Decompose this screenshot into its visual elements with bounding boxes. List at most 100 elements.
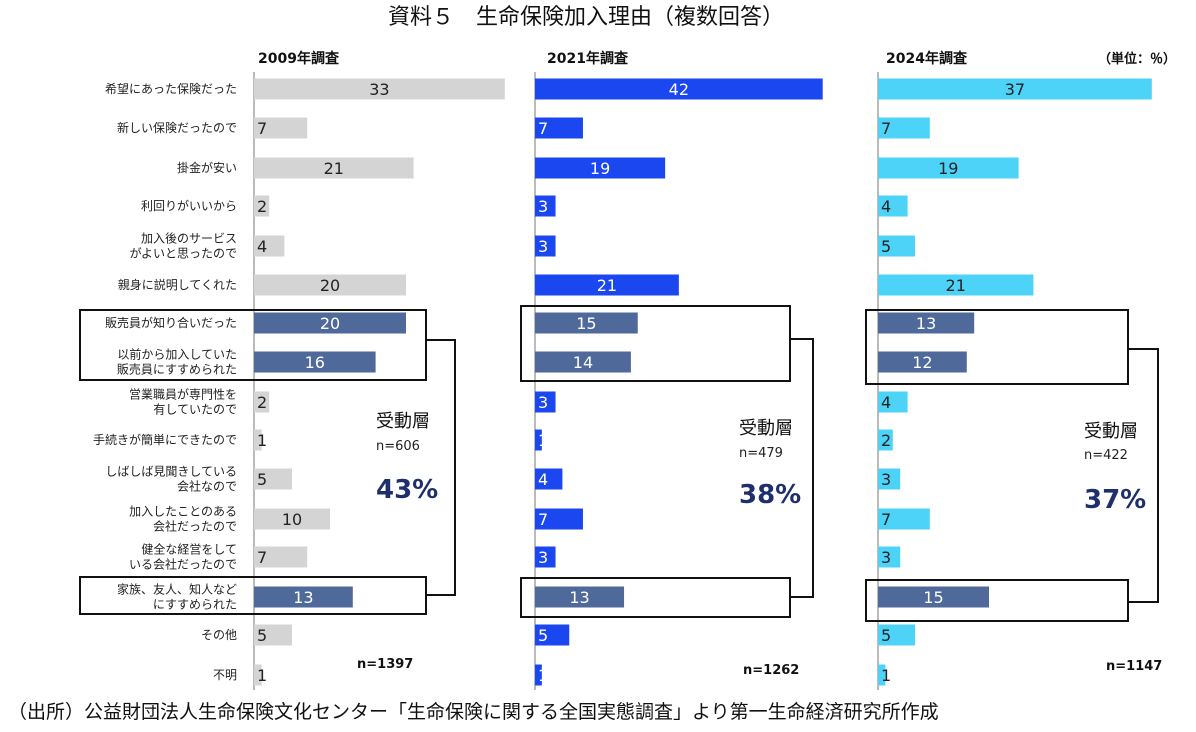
bar-value-label: 7 [257,548,267,567]
bar-value-label: 21 [597,276,617,295]
bar-value-label: 1 [538,431,548,450]
unit-label: （単位：％） [1098,51,1176,67]
passive-summary-n: n=479 [739,446,783,461]
category-labels: 希望にあった保険だった新しい保険だったので掛金が安い利回りがいいから加入後のサー… [93,81,237,682]
passive-summary-n: n=606 [376,439,420,454]
bar [254,235,285,257]
bar-value-label: 10 [282,510,302,529]
bar-value-label: 5 [881,626,891,645]
category-label: 希望にあった保険だった [105,81,237,96]
panel-title: 2009年調査 [258,50,340,67]
bar [254,274,406,296]
passive-connector [426,339,456,596]
bar [254,508,330,530]
bar [535,274,679,296]
bar-value-label: 3 [538,237,548,256]
bar-value-label: 2 [881,431,891,450]
bar-value-label: 7 [881,119,891,138]
bar-value-label: 3 [881,470,891,489]
bar-value-label: 15 [576,314,596,333]
panel-title: 2024年調査 [886,50,968,67]
bar [878,586,989,608]
category-label: 健全な経営をして [141,542,237,557]
category-label: 手続きが簡単にできたので [93,432,237,447]
category-label: その他 [201,628,237,642]
bar [535,235,556,257]
bar [254,78,505,100]
passive-box [865,579,1129,622]
bar-value-label: 3 [538,197,548,216]
bar [535,157,666,179]
bar [254,157,414,179]
category-label: 以前から加入していた [117,347,237,362]
panel-2: 2021年調査4271933211514314731351受動層n=47938%… [520,50,823,690]
passive-box [520,305,791,382]
category-label: 有していたので [153,403,237,417]
bar-value-label: 5 [257,626,267,645]
passive-summary-percent: 43% [376,475,438,505]
passive-summary-label: 受動層 [739,418,793,439]
bar-value-label: 16 [305,353,325,372]
bar [878,429,893,451]
bar [878,391,908,413]
bar-value-label: 21 [946,276,966,295]
bar [254,664,262,686]
bar-value-label: 21 [324,159,344,178]
bar-value-label: 19 [590,159,610,178]
bar-value-label: 2 [257,393,267,412]
panel-title: 2021年調査 [547,50,629,67]
category-label: 販売員にすすめられた [117,362,237,377]
bar [878,351,967,373]
bar [535,664,542,686]
passive-summary-percent: 38% [739,480,801,510]
category-label: いる会社だったので [129,557,237,572]
bar [254,429,262,451]
category-label: 会社だったので [153,519,237,534]
category-label: にすすめられた [153,598,237,612]
bar-value-label: 5 [538,626,548,645]
bar [535,312,638,334]
panel-3: 2024年調査3771945211312423731551受動層n=42237%… [865,50,1162,690]
bar-value-label: 1 [257,431,267,450]
bar [535,117,583,139]
bar-value-label: 2 [257,197,267,216]
bar [254,468,292,490]
bar [535,195,556,217]
bar-value-label: 7 [881,510,891,529]
bar [535,468,563,490]
bar [878,624,915,646]
bar [254,312,406,334]
category-label: 利回りがいいから [141,198,237,213]
bar-value-label: 4 [881,393,891,412]
bar [878,664,886,686]
sample-size: n=1147 [1106,659,1162,674]
bar-value-label: 13 [293,588,313,607]
category-label: 加入後のサービス [141,232,237,246]
bar [254,195,270,217]
category-label: 家族、友人、知人など [117,582,237,597]
passive-connector [1128,348,1159,603]
bar [878,235,915,257]
bar-value-label: 12 [912,353,932,372]
bar-value-label: 13 [916,314,936,333]
category-label: 親身に説明してくれた [118,277,237,292]
bar-value-label: 3 [538,393,548,412]
category-label: 加入したことのある [129,505,237,519]
bar [535,508,583,530]
bar-value-label: 1 [257,666,267,685]
bar-value-label: 3 [881,548,891,567]
bar [535,351,631,373]
bar-value-label: 7 [257,119,267,138]
bar [878,468,901,490]
category-label: 新しい保険だったので [117,120,237,135]
bar-value-label: 5 [257,470,267,489]
passive-connector [790,338,814,598]
bar-value-label: 3 [538,548,548,567]
bar [254,624,292,646]
bar-value-label: 13 [569,588,589,607]
bar-value-label: 20 [320,314,340,333]
passive-summary-label: 受動層 [1084,421,1138,442]
category-label: 不明 [213,668,237,682]
bar-value-label: 4 [881,197,891,216]
